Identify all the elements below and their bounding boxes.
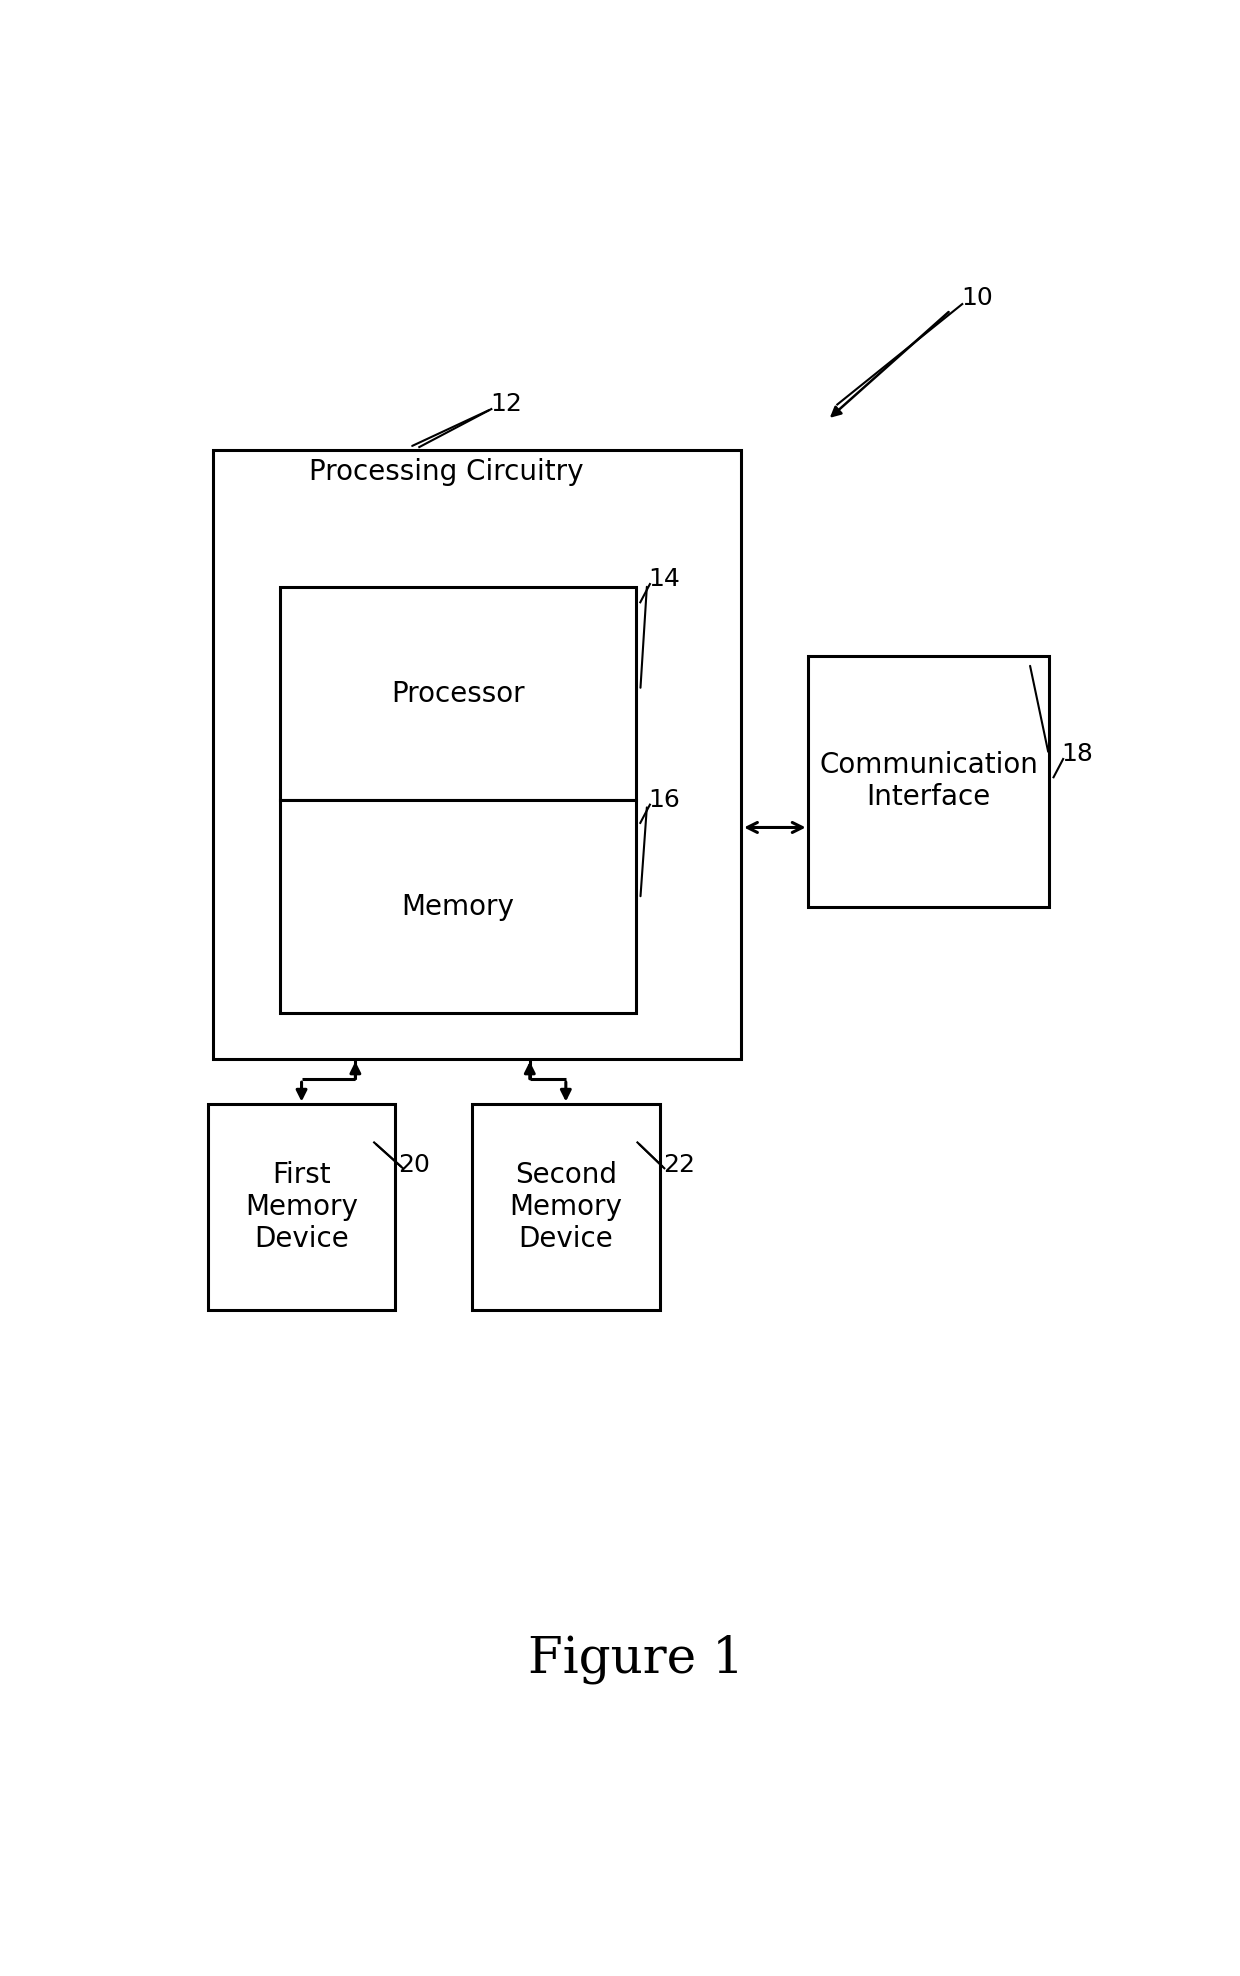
Bar xyxy=(280,800,635,1014)
Text: 12: 12 xyxy=(490,393,522,417)
Text: Communication
Interface: Communication Interface xyxy=(820,751,1038,812)
Text: Memory: Memory xyxy=(402,893,515,921)
Bar xyxy=(280,587,635,800)
Text: Processing Circuitry: Processing Circuitry xyxy=(309,458,583,486)
Text: 22: 22 xyxy=(662,1154,694,1178)
Bar xyxy=(213,451,742,1059)
Text: Processor: Processor xyxy=(391,680,525,707)
Text: 16: 16 xyxy=(649,788,681,812)
Text: 10: 10 xyxy=(961,287,992,310)
Text: Figure 1: Figure 1 xyxy=(527,1634,744,1684)
Text: 20: 20 xyxy=(398,1154,430,1178)
Bar xyxy=(472,1105,660,1310)
Text: 18: 18 xyxy=(1061,743,1094,767)
Bar xyxy=(208,1105,396,1310)
Text: First
Memory
Device: First Memory Device xyxy=(246,1160,358,1253)
Bar xyxy=(808,656,1049,907)
Text: 14: 14 xyxy=(649,567,681,591)
Text: Second
Memory
Device: Second Memory Device xyxy=(510,1160,622,1253)
